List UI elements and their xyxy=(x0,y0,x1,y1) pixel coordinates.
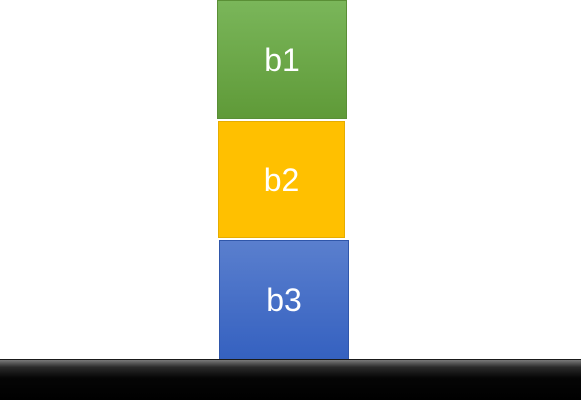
block-b2: b2 xyxy=(218,121,345,238)
block-b1-label: b1 xyxy=(264,41,300,78)
block-b3: b3 xyxy=(219,240,349,360)
block-b2-label: b2 xyxy=(263,161,300,198)
ground-surface xyxy=(0,359,581,400)
block-b1: b1 xyxy=(217,0,347,119)
block-b3-label: b3 xyxy=(266,282,302,318)
